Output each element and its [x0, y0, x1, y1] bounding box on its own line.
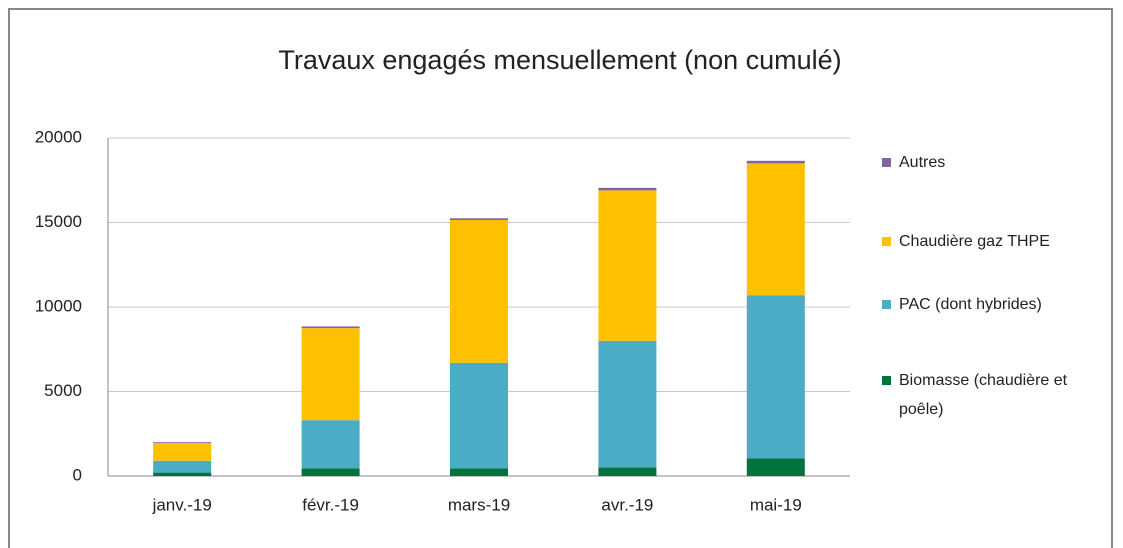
bar-segment: [450, 218, 508, 220]
bar-segment: [301, 420, 360, 469]
x-tick-label: avr.-19: [601, 495, 653, 514]
legend-item: Autres: [882, 148, 1112, 177]
chart-title: Travaux engagés mensuellement (non cumul…: [278, 45, 841, 75]
bar-segment: [153, 442, 212, 444]
x-tick-label: mai-19: [750, 495, 802, 514]
bar-segment: [153, 472, 212, 476]
legend-swatch: [882, 376, 891, 385]
bar-segment: [598, 187, 657, 191]
legend-item: Chaudière gaz THPE: [882, 227, 1112, 256]
bar-segment: [301, 328, 360, 421]
bar-segment: [746, 160, 805, 164]
x-tick-label: janv.-19: [152, 495, 212, 514]
legend-item: Biomasse (chaudière et poêle): [882, 366, 1112, 424]
bar-segment: [301, 326, 360, 329]
legend-label: Chaudière gaz THPE: [899, 233, 1050, 250]
y-tick-label: 10000: [35, 296, 82, 315]
bar-segment: [746, 458, 805, 476]
bar-segment: [746, 295, 805, 459]
bar-segment: [153, 443, 212, 461]
bar-segment: [450, 362, 508, 469]
legend-swatch: [882, 237, 891, 246]
legend-swatch: [882, 300, 891, 309]
bar-segment: [598, 190, 657, 341]
y-tick-label: 5000: [44, 381, 82, 400]
y-tick-label: 20000: [35, 127, 82, 146]
bar-segment: [598, 467, 657, 476]
bar-segment: [598, 340, 657, 468]
y-tick-label: 15000: [35, 212, 82, 231]
bar-segment: [153, 460, 212, 473]
bar-segment: [450, 468, 508, 476]
legend-label: Biomasse (chaudière et poêle): [899, 372, 1068, 418]
x-tick-label: mars-19: [448, 495, 510, 514]
legend-swatch: [882, 158, 891, 167]
legend-item: PAC (dont hybrides): [882, 290, 1112, 319]
y-tick-label: 0: [73, 465, 82, 484]
bar-segment: [301, 468, 360, 476]
bar-segment: [746, 163, 805, 296]
bar-segment: [450, 219, 508, 363]
x-tick-label: févr.-19: [302, 495, 359, 514]
legend-label: Autres: [899, 154, 946, 171]
legend-label: PAC (dont hybrides): [899, 296, 1042, 313]
